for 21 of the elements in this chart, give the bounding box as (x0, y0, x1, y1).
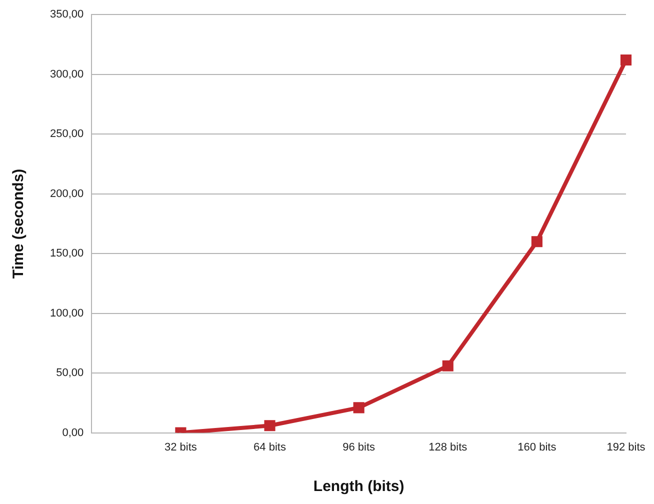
y-tick-label: 150,00 (50, 248, 84, 260)
y-axis-title: Time (seconds) (10, 168, 28, 279)
y-tick-label: 100,00 (50, 307, 84, 320)
x-tick-label: 96 bits (342, 441, 376, 454)
point (531, 236, 542, 248)
y-tick-label: 300,00 (50, 68, 84, 80)
y-tick-label: 200,00 (50, 188, 84, 200)
y-tick-label: 250,00 (50, 128, 84, 140)
x-tick-label: 32 bits (164, 441, 198, 454)
x-tick-label: 160 bits (518, 441, 557, 454)
x-tick-label: 192 bits (606, 441, 646, 454)
x-tick-label: 128 bits (428, 441, 468, 454)
y-tick-label: 0,00 (62, 426, 84, 439)
x-axis-title: Length (bits) (313, 478, 404, 496)
y-tick-label: 350,00 (50, 8, 84, 21)
point (264, 420, 276, 432)
point (442, 360, 454, 372)
x-tick-label: 64 bits (254, 441, 286, 454)
y-tick-label: 50,00 (56, 367, 84, 380)
point (353, 402, 364, 414)
point (620, 54, 632, 66)
